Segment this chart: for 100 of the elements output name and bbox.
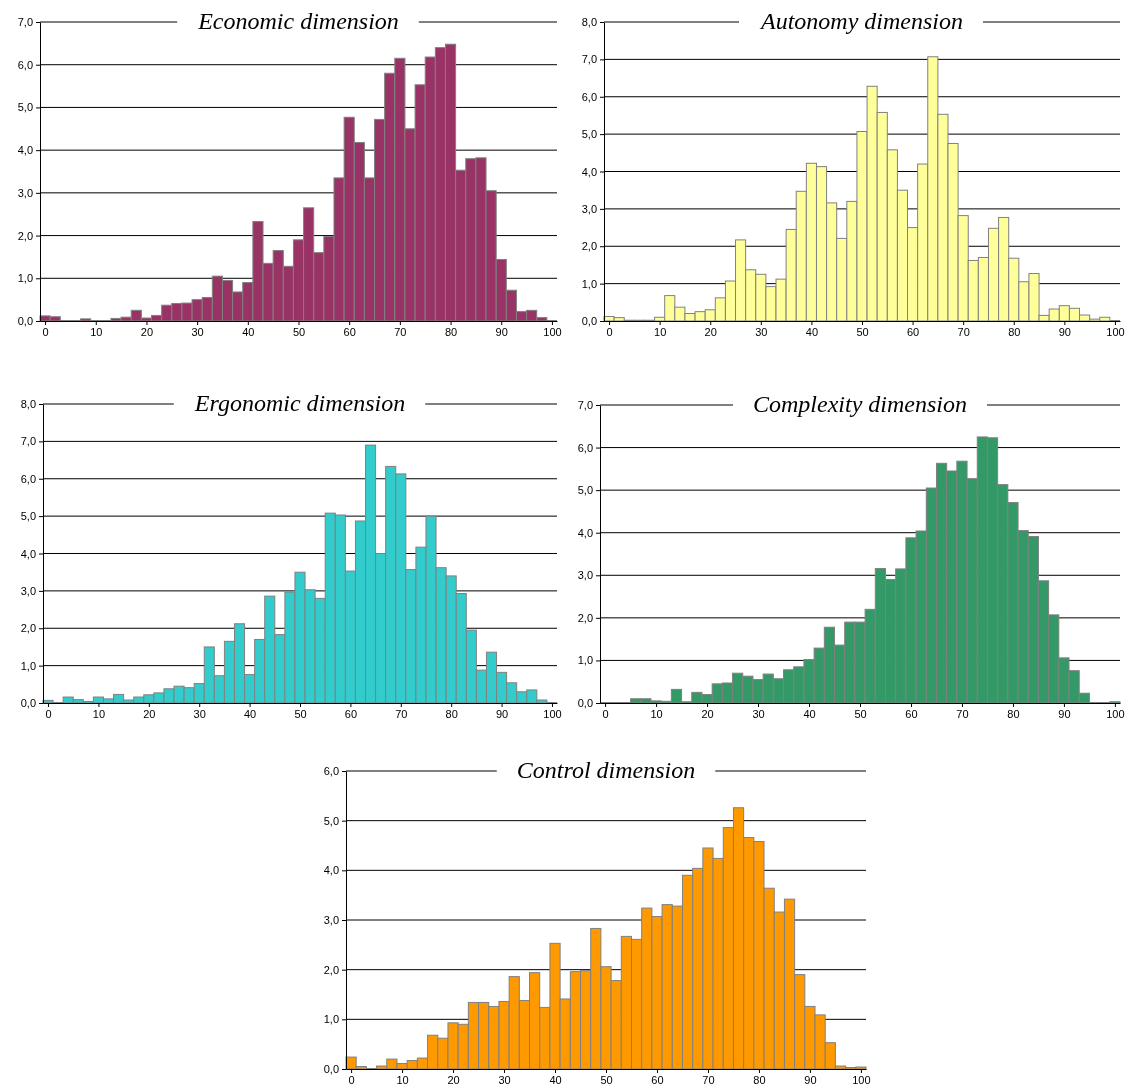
y-tick-label: 7,0: [20, 435, 36, 448]
x-tick-label: 0: [602, 707, 609, 720]
x-tick-label: 70: [394, 325, 407, 338]
x-tick-label: 80: [445, 707, 458, 720]
x-tick-label: 100: [1106, 707, 1125, 720]
chart-title: Complexity dimension: [753, 391, 967, 417]
y-tick-label: 1,0: [323, 1013, 339, 1026]
x-tick-label: 30: [755, 325, 768, 338]
x-tick-label: 70: [956, 707, 969, 720]
x-tick-label: 80: [1007, 707, 1020, 720]
x-tick-label: 30: [752, 707, 765, 720]
y-tick-label: 3,0: [577, 569, 593, 582]
y-tick-label: 4,0: [20, 547, 36, 560]
y-tick-label: 3,0: [17, 186, 33, 199]
y-tick-label: 4,0: [323, 864, 339, 877]
y-tick-label: 6,0: [17, 58, 33, 71]
x-tick-label: 60: [906, 325, 920, 338]
y-tick-label: 0,0: [577, 697, 593, 710]
chart-title: Ergonomic dimension: [193, 390, 406, 416]
x-tick-label: 10: [90, 325, 103, 338]
x-tick-label: 70: [702, 1073, 715, 1086]
x-tick-label: 90: [1058, 707, 1071, 720]
y-tick-label: 1,0: [581, 277, 597, 290]
y-tick-label: 2,0: [577, 611, 593, 624]
y-tick-label: 6,0: [20, 472, 36, 485]
chart-title: Economic dimension: [197, 8, 399, 34]
x-tick-label: 0: [45, 707, 52, 720]
x-tick-label: 70: [395, 707, 408, 720]
y-tick-label: 6,0: [581, 90, 597, 103]
y-tick-label: 2,0: [17, 229, 33, 242]
x-tick-label: 20: [704, 325, 717, 338]
x-tick-label: 100: [543, 707, 562, 720]
y-tick-label: 1,0: [577, 654, 593, 667]
y-tick-label: 3,0: [323, 914, 339, 927]
x-tick-label: 60: [651, 1073, 664, 1086]
x-tick-label: 40: [805, 325, 819, 338]
x-tick-label: 40: [549, 1073, 562, 1086]
x-tick-label: 10: [92, 707, 106, 720]
x-tick-label: 90: [804, 1073, 817, 1086]
x-tick-label: 100: [1106, 325, 1125, 338]
x-tick-label: 40: [803, 707, 816, 720]
y-tick-label: 4,0: [581, 165, 597, 178]
y-tick-label: 8,0: [581, 16, 597, 29]
y-tick-label: 0,0: [323, 1063, 339, 1076]
x-tick-label: 10: [654, 325, 667, 338]
x-tick-label: 80: [1008, 325, 1021, 338]
x-tick-label: 20: [447, 1073, 460, 1086]
y-tick-label: 7,0: [581, 53, 597, 66]
x-tick-label: 100: [543, 325, 562, 338]
x-tick-label: 80: [753, 1073, 766, 1086]
y-tick-label: 2,0: [323, 963, 339, 976]
y-tick-label: 6,0: [323, 765, 339, 778]
x-tick-label: 10: [650, 707, 663, 720]
x-tick-label: 50: [292, 325, 306, 338]
y-tick-label: 4,0: [577, 526, 593, 539]
chart-title: Control dimension: [516, 757, 696, 783]
y-tick-label: 2,0: [581, 240, 597, 253]
y-tick-label: 7,0: [17, 16, 33, 29]
y-tick-label: 8,0: [20, 398, 36, 411]
x-tick-label: 20: [701, 707, 714, 720]
x-tick-label: 20: [140, 325, 154, 338]
x-tick-label: 90: [1058, 325, 1071, 338]
y-tick-label: 0,0: [581, 315, 597, 328]
x-tick-label: 20: [143, 707, 156, 720]
x-tick-label: 70: [957, 325, 970, 338]
y-tick-label: 2,0: [20, 622, 36, 635]
x-tick-label: 90: [495, 707, 509, 720]
x-tick-label: 0: [42, 325, 49, 338]
y-tick-label: 1,0: [20, 659, 36, 672]
bar: [80, 318, 92, 322]
x-tick-label: 0: [606, 325, 613, 338]
x-tick-label: 50: [294, 707, 307, 720]
chart-title: Autonomy dimension: [759, 8, 963, 34]
y-tick-label: 5,0: [323, 814, 339, 827]
y-tick-label: 1,0: [17, 272, 33, 285]
y-tick-label: 5,0: [581, 128, 597, 141]
y-tick-label: 3,0: [20, 584, 36, 597]
y-tick-label: 6,0: [577, 441, 593, 454]
y-tick-label: 4,0: [17, 144, 33, 157]
y-tick-label: 5,0: [577, 484, 593, 497]
x-tick-label: 100: [852, 1073, 871, 1086]
x-tick-label: 40: [243, 707, 257, 720]
y-tick-label: 3,0: [581, 202, 597, 215]
x-tick-label: 60: [343, 325, 356, 338]
x-tick-label: 50: [856, 325, 869, 338]
y-tick-label: 5,0: [17, 101, 33, 114]
x-tick-label: 90: [495, 325, 508, 338]
x-tick-label: 60: [905, 707, 918, 720]
x-tick-label: 50: [600, 1073, 613, 1086]
y-tick-label: 5,0: [20, 510, 36, 523]
x-tick-label: 60: [344, 707, 358, 720]
x-tick-label: 80: [444, 325, 458, 338]
x-tick-label: 30: [193, 707, 206, 720]
y-tick-label: 7,0: [577, 399, 593, 412]
y-tick-label: 0,0: [17, 315, 33, 328]
x-tick-label: 10: [396, 1073, 409, 1086]
x-tick-label: 30: [498, 1073, 511, 1086]
x-tick-label: 40: [242, 325, 255, 338]
y-tick-label: 0,0: [20, 697, 36, 710]
x-tick-label: 0: [348, 1073, 355, 1086]
